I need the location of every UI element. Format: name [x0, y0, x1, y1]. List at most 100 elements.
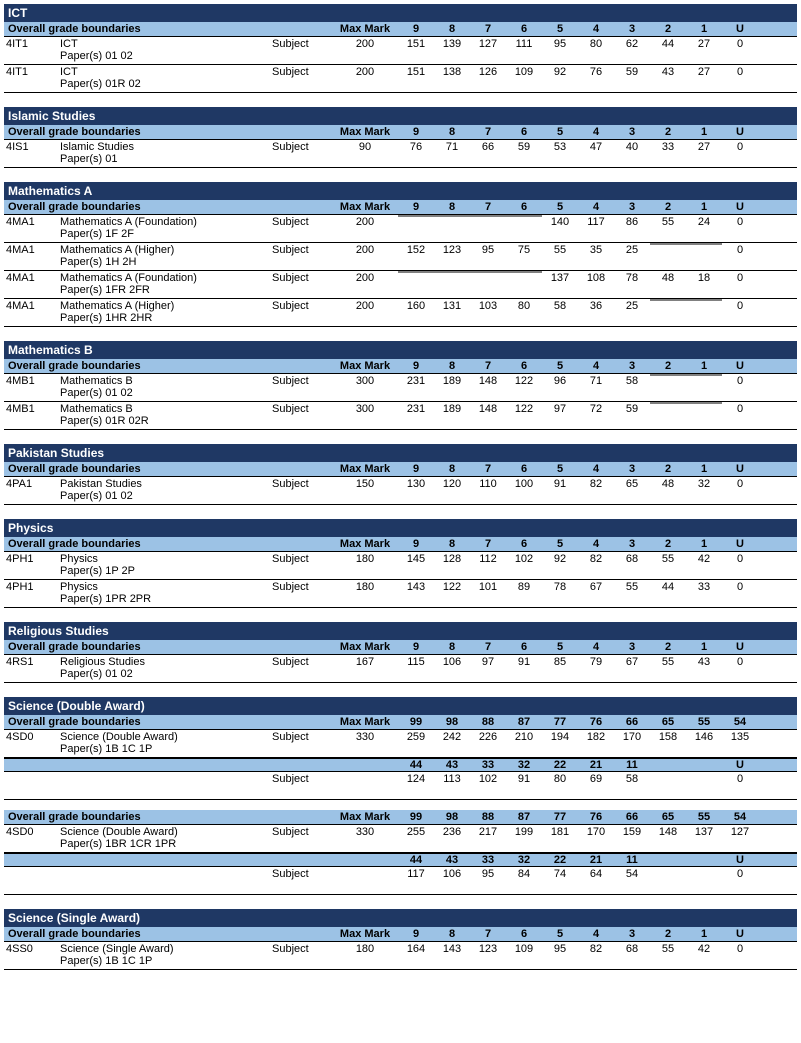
- max-mark: 200: [332, 215, 398, 229]
- section: PhysicsOverall grade boundariesMax Mark9…: [4, 519, 797, 608]
- grade-header-row: Overall grade boundariesMax Mark98765432…: [4, 927, 797, 942]
- table-row: 4RS1Religious StudiesPaper(s) 01 02Subje…: [4, 655, 797, 683]
- grade-cell: 158: [650, 730, 686, 744]
- subject-code: 4IT1: [4, 65, 60, 79]
- sub-row-type: Subject: [272, 867, 332, 881]
- grade-cell: 170: [578, 825, 614, 839]
- grade-header: 7: [470, 462, 506, 476]
- subject-papers: Paper(s) 01: [60, 153, 272, 165]
- grade-header-row: Overall grade boundariesMax Mark99988887…: [4, 810, 797, 825]
- maxmark-label: Max Mark: [332, 200, 398, 214]
- grade-cell: 82: [578, 552, 614, 566]
- sub-spacer3: [332, 759, 398, 771]
- subject-cell: PhysicsPaper(s) 1PR 2PR: [60, 580, 272, 606]
- max-mark: 200: [332, 65, 398, 79]
- grade-header: 1: [686, 22, 722, 36]
- row-type: Subject: [272, 402, 332, 416]
- subject-cell: Mathematics A (Higher)Paper(s) 1HR 2HR: [60, 299, 272, 325]
- grade-cell: 58: [542, 299, 578, 313]
- subject-cell: Mathematics A (Foundation)Paper(s) 1F 2F: [60, 215, 272, 241]
- grade-cell: 115: [398, 655, 434, 669]
- subject-cell: Mathematics A (Foundation)Paper(s) 1FR 2…: [60, 271, 272, 297]
- grade-header: 1: [686, 537, 722, 551]
- grade-header: 77: [542, 715, 578, 729]
- grade-cell: 0: [722, 477, 758, 491]
- grade-cell: 151: [398, 37, 434, 51]
- subject-code: 4MA1: [4, 271, 60, 285]
- grade-cell: 27: [686, 140, 722, 154]
- sub-grade-header: 32: [506, 759, 542, 771]
- subject-name: Mathematics A (Higher): [60, 244, 272, 256]
- sub-grade-cell: 106: [434, 867, 470, 881]
- grade-cell: 137: [686, 825, 722, 839]
- row-type: Subject: [272, 140, 332, 154]
- grade-cell: 40: [614, 140, 650, 154]
- overall-label: Overall grade boundaries: [4, 640, 272, 654]
- grade-header: 8: [434, 537, 470, 551]
- max-mark: 300: [332, 374, 398, 388]
- grade-header: 77: [542, 810, 578, 824]
- sub-grade-cell: [686, 772, 722, 774]
- grade-cell: [686, 402, 722, 404]
- grade-cell: 0: [722, 243, 758, 257]
- grade-header: 7: [470, 640, 506, 654]
- subject-papers: Paper(s) 1FR 2FR: [60, 284, 272, 296]
- subject-code: 4IT1: [4, 37, 60, 51]
- section-title: ICT: [4, 4, 797, 22]
- grade-cell: 130: [398, 477, 434, 491]
- subject-papers: Paper(s) 1P 2P: [60, 565, 272, 577]
- sub-row-spacer: [4, 867, 272, 869]
- subject-papers: Paper(s) 01 02: [60, 387, 272, 399]
- grade-cell: 123: [434, 243, 470, 257]
- grade-cell: 78: [542, 580, 578, 594]
- overall-label: Overall grade boundaries: [4, 927, 272, 941]
- grade-header: 6: [506, 125, 542, 139]
- grade-cell: 145: [398, 552, 434, 566]
- grade-cell: 148: [650, 825, 686, 839]
- grade-cell: 25: [614, 243, 650, 257]
- subject-papers: Paper(s) 1H 2H: [60, 256, 272, 268]
- max-mark: 200: [332, 37, 398, 51]
- subject-cell: PhysicsPaper(s) 1P 2P: [60, 552, 272, 578]
- grade-cell: 76: [578, 65, 614, 79]
- grade-header: 8: [434, 125, 470, 139]
- grade-header: 6: [506, 537, 542, 551]
- grade-header: U: [722, 125, 758, 139]
- grade-header: 4: [578, 640, 614, 654]
- header-spacer: [272, 927, 332, 941]
- grade-cell: 95: [542, 942, 578, 956]
- grade-cell: 106: [434, 655, 470, 669]
- grade-cell: 25: [614, 299, 650, 313]
- grade-header: 8: [434, 200, 470, 214]
- row-type: Subject: [272, 243, 332, 257]
- grade-cell: 100: [506, 477, 542, 491]
- grade-cell: 128: [434, 552, 470, 566]
- grade-header: 1: [686, 462, 722, 476]
- grade-cell: 0: [722, 65, 758, 79]
- grade-cell: 92: [542, 552, 578, 566]
- grade-cell: 43: [686, 655, 722, 669]
- grade-cell: [506, 215, 542, 217]
- grade-header: 9: [398, 359, 434, 373]
- grade-cell: 71: [578, 374, 614, 388]
- grade-cell: 170: [614, 730, 650, 744]
- grade-header: 2: [650, 640, 686, 654]
- sub-grade-header: 11: [614, 759, 650, 771]
- grade-cell: 82: [578, 942, 614, 956]
- grade-cell: 85: [542, 655, 578, 669]
- grade-cell: 96: [542, 374, 578, 388]
- maxmark-label: Max Mark: [332, 359, 398, 373]
- grade-cell: 231: [398, 374, 434, 388]
- row-type: Subject: [272, 215, 332, 229]
- grade-header: 6: [506, 640, 542, 654]
- row-type: Subject: [272, 580, 332, 594]
- section-title: Science (Double Award): [4, 697, 797, 715]
- overall-label: Overall grade boundaries: [4, 810, 272, 824]
- grade-header: 76: [578, 715, 614, 729]
- sub-grade-header: 44: [398, 759, 434, 771]
- grade-header: 7: [470, 125, 506, 139]
- grade-header-row: Overall grade boundariesMax Mark98765432…: [4, 359, 797, 374]
- grade-cell: 236: [434, 825, 470, 839]
- grade-cell: 103: [470, 299, 506, 313]
- grade-header: 65: [650, 810, 686, 824]
